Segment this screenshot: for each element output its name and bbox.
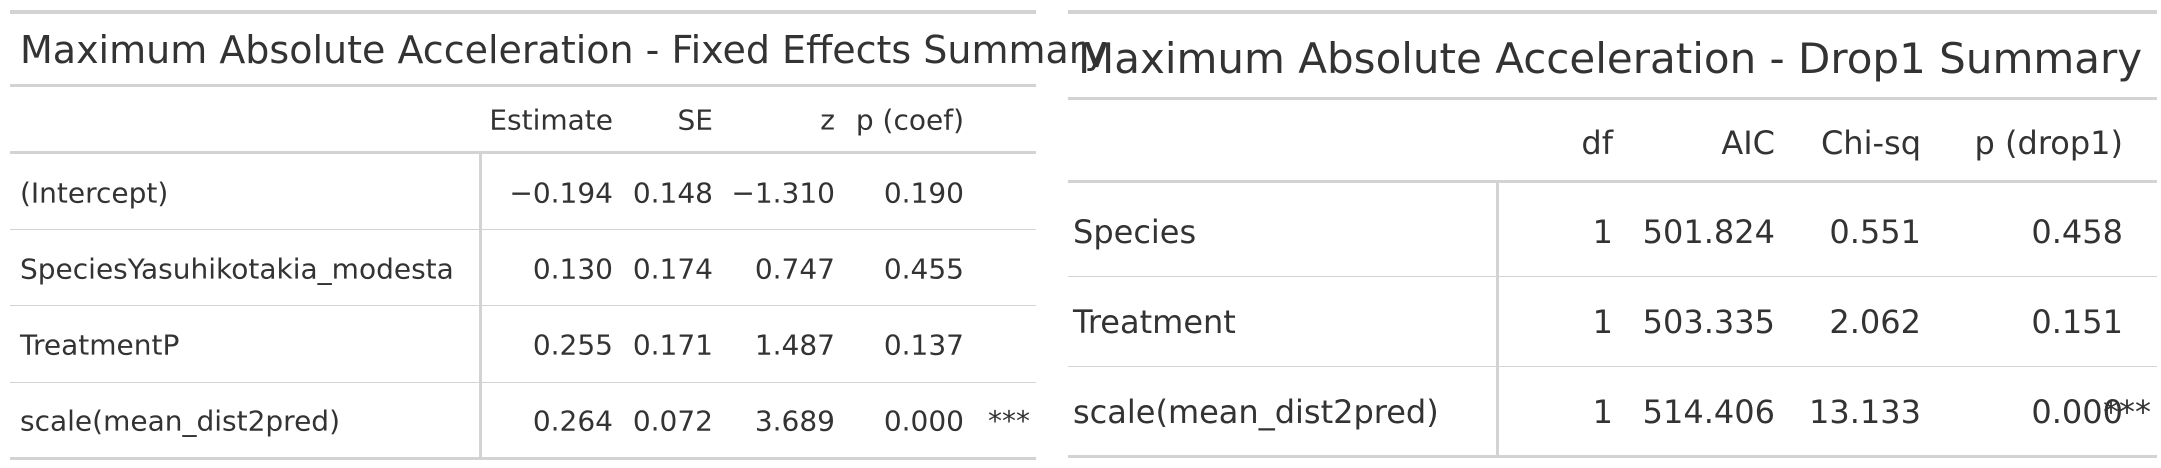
signif-cell: ***: [2103, 393, 2151, 431]
col-header-z: z: [820, 103, 835, 137]
row-divider: [10, 382, 1036, 383]
chisq-cell: 13.133: [1809, 393, 1921, 431]
col-header-estimate: Estimate: [489, 103, 613, 137]
df-cell: 1: [1592, 213, 1613, 251]
p-drop1-cell: 0.000: [2031, 393, 2123, 431]
p-coef-cell: 0.190: [883, 176, 964, 210]
title-rule: [10, 84, 1036, 87]
se-cell: 0.174: [632, 252, 713, 286]
row-divider: [10, 229, 1036, 230]
row-divider: [10, 305, 1036, 306]
estimate-cell: 0.130: [532, 252, 613, 286]
term-label: TreatmentP: [20, 328, 180, 362]
p-coef-cell: 0.455: [883, 252, 964, 286]
top-rule: [10, 10, 1036, 14]
se-cell: 0.072: [632, 404, 713, 438]
col-header-df: df: [1581, 124, 1613, 162]
top-rule: [1068, 10, 2157, 14]
z-cell: −1.310: [731, 176, 835, 210]
title-rule: [1068, 97, 2157, 100]
chisq-cell: 2.062: [1829, 303, 1921, 341]
fixed-effects-table: Maximum Absolute Acceleration - Fixed Ef…: [0, 0, 1107, 468]
term-label: SpeciesYasuhikotakia_modesta: [20, 252, 454, 286]
z-cell: 0.747: [754, 252, 835, 286]
p-coef-cell: 0.137: [883, 328, 964, 362]
col-header-se: SE: [677, 103, 713, 137]
aic-cell: 503.335: [1642, 303, 1775, 341]
stub-divider: [1496, 183, 1499, 455]
row-divider: [1068, 276, 2157, 277]
header-rule: [10, 151, 1036, 154]
table-title: Maximum Absolute Acceleration - Fixed Ef…: [20, 28, 1107, 72]
stub-divider: [479, 154, 482, 460]
term-label: (Intercept): [20, 176, 169, 210]
estimate-cell: −0.194: [509, 176, 613, 210]
col-header-p-coef: p (coef): [855, 103, 964, 137]
df-cell: 1: [1592, 393, 1613, 431]
aic-cell: 501.824: [1642, 213, 1775, 251]
bottom-rule: [10, 457, 1036, 460]
chisq-cell: 0.551: [1829, 213, 1921, 251]
term-label: scale(mean_dist2pred): [1073, 393, 1439, 431]
signif-cell: ***: [988, 404, 1030, 438]
aic-cell: 514.406: [1642, 393, 1775, 431]
z-cell: 3.689: [754, 404, 835, 438]
col-header-p-drop1: p (drop1): [1974, 124, 2123, 162]
p-drop1-cell: 0.151: [2031, 303, 2123, 341]
p-coef-cell: 0.000: [883, 404, 964, 438]
estimate-cell: 0.255: [532, 328, 613, 362]
term-label: scale(mean_dist2pred): [20, 404, 341, 438]
term-label: Species: [1073, 213, 1197, 251]
bottom-rule: [1068, 455, 2157, 458]
row-divider: [1068, 366, 2157, 367]
drop1-table: Maximum Absolute Acceleration - Drop1 Su…: [1058, 0, 2161, 468]
table-title: Maximum Absolute Acceleration - Drop1 Su…: [1078, 34, 2143, 83]
p-drop1-cell: 0.458: [2031, 213, 2123, 251]
header-rule: [1068, 180, 2157, 183]
col-header-chisq: Chi-sq: [1820, 124, 1921, 162]
col-header-aic: AIC: [1721, 124, 1775, 162]
se-cell: 0.148: [632, 176, 713, 210]
term-label: Treatment: [1073, 303, 1236, 341]
se-cell: 0.171: [632, 328, 713, 362]
estimate-cell: 0.264: [532, 404, 613, 438]
df-cell: 1: [1592, 303, 1613, 341]
z-cell: 1.487: [754, 328, 835, 362]
